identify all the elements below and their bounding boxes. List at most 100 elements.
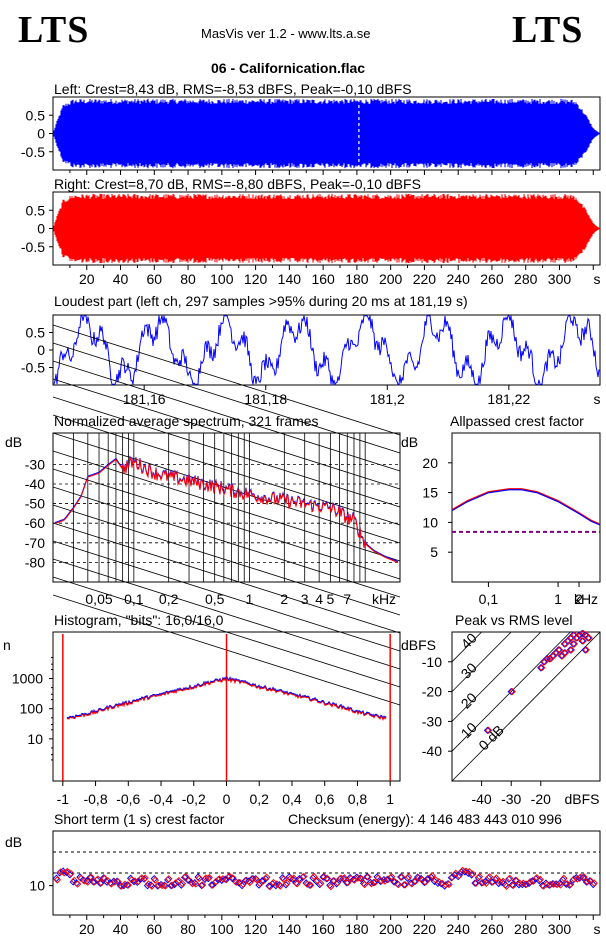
short-term-crest-point-right — [317, 879, 325, 888]
short-term-crest-point-right — [489, 878, 497, 886]
peak-vs-rms-point-right — [567, 646, 576, 654]
crest-factor-ytick-label: 15 — [422, 485, 438, 501]
short-term-crest-point-left — [410, 877, 418, 886]
short-term-crest-point-right — [492, 874, 501, 882]
short-term-crest-point-right — [151, 876, 160, 884]
peak-vs-rms-diagonal — [451, 631, 512, 692]
peak-vs-rms-xunit: dBFS — [564, 791, 599, 807]
short-term-crest-point-right — [350, 876, 359, 884]
peak-vs-rms-ytick-label: -20 — [422, 684, 442, 700]
spectrum-xtick-label: 0,2 — [159, 591, 179, 607]
peak-vs-rms-point-right — [585, 634, 593, 642]
short-term-crest-point-right — [445, 880, 453, 889]
short-term-crest-ylabel: dB — [5, 834, 22, 850]
short-term-crest-point-left — [86, 873, 94, 882]
spectrum-slope-line — [52, 396, 401, 508]
left-waveform-ytick-label: 0.5 — [26, 107, 46, 123]
right-waveform-xtick-label: 260 — [480, 271, 504, 287]
short-term-crest-point-right — [205, 873, 214, 882]
short-term-crest-point-left — [319, 873, 327, 881]
loudest-part-ytick-label: 0.5 — [26, 325, 46, 341]
short-term-crest-point-right — [583, 878, 592, 886]
histogram-ytick-label: 100 — [20, 701, 44, 717]
peak-vs-rms-point-left — [584, 634, 592, 642]
short-term-crest-xtick-label: 220 — [413, 921, 437, 937]
short-term-crest-point-left — [123, 881, 131, 889]
short-term-crest-point-right — [590, 879, 598, 887]
right-waveform-xunit: s — [594, 271, 601, 287]
left-waveform-ytick-label: -0.5 — [21, 144, 45, 160]
peak-vs-rms-xtick-label: -20 — [531, 791, 551, 807]
crest-factor-line-right — [451, 488, 601, 525]
right-waveform-xtick-label: 220 — [413, 271, 437, 287]
short-term-crest-point-left — [511, 876, 520, 885]
short-term-crest-point-left — [322, 874, 331, 883]
histogram-xtick-label: -1 — [57, 791, 70, 807]
right-waveform-xtick-label: 20 — [79, 271, 95, 287]
peak-vs-rms-point-right — [561, 640, 570, 648]
short-term-crest-point-right — [117, 882, 126, 890]
spectrum-ytick-label: -30 — [25, 456, 45, 472]
short-term-crest-point-right — [283, 879, 291, 887]
short-term-crest-xtick-label: 160 — [311, 921, 335, 937]
short-term-crest-xtick-label: 100 — [210, 921, 234, 937]
histogram-xtick-label: -0,6 — [116, 791, 140, 807]
short-term-crest-point-right — [485, 873, 494, 881]
peak-vs-rms-point-left — [483, 726, 492, 735]
short-term-crest-point-right — [475, 872, 484, 881]
short-term-crest-point-left — [400, 881, 408, 889]
short-term-crest-point-right — [506, 874, 514, 883]
short-term-crest-point-right — [279, 875, 288, 883]
short-term-crest-point-right — [364, 873, 372, 881]
spectrum-ytick-label: -40 — [25, 476, 45, 492]
spectrum-slope-line — [52, 558, 401, 670]
spectrum-ytick-label: -60 — [25, 515, 45, 531]
left-waveform-envelope — [53, 98, 600, 169]
short-term-crest-point-right — [87, 873, 95, 881]
short-term-crest-xtick-label: 260 — [480, 921, 504, 937]
app-info: MasVis ver 1.2 - www.lts.a.se — [201, 26, 371, 41]
short-term-crest-point-right — [266, 882, 274, 891]
spectrum-slope-line — [52, 414, 401, 526]
peak-vs-rms-ytick-label: -40 — [422, 743, 442, 759]
short-term-crest-point-right — [165, 875, 173, 883]
short-term-crest-point-right — [53, 876, 62, 884]
short-term-crest-xtick-label: 240 — [447, 921, 471, 937]
right-waveform-xtick-label: 160 — [311, 271, 335, 287]
histogram-xtick-label: 0,8 — [348, 791, 368, 807]
histogram-ylabel: n — [3, 637, 11, 653]
spectrum-slope-line — [52, 342, 401, 454]
left-waveform-title: Left: Crest=8,43 dB, RMS=-8,53 dBFS, Pea… — [54, 81, 412, 97]
spectrum-xtick-label: 5 — [326, 591, 334, 607]
peak-vs-rms-point-left — [540, 658, 548, 666]
short-term-crest-point-right — [263, 873, 271, 881]
short-term-crest-point-right — [472, 879, 480, 887]
right-waveform-ytick-label: 0.5 — [26, 202, 46, 218]
logo-right: LTS — [512, 9, 584, 51]
peak-vs-rms-point-left — [581, 646, 589, 654]
short-term-crest-xtick-label: 180 — [345, 921, 369, 937]
spectrum-slope-line — [52, 522, 401, 634]
short-term-crest-point-right — [337, 874, 345, 882]
short-term-crest-point-left — [586, 877, 594, 885]
short-term-crest-point-right — [580, 873, 588, 881]
peak-vs-rms-point-right — [541, 658, 549, 666]
short-term-crest-point-right — [84, 878, 92, 886]
short-term-crest-point-left — [184, 876, 192, 884]
peak-vs-rms-point-right — [579, 637, 587, 645]
short-term-crest-xtick-label: 140 — [278, 921, 302, 937]
loudest-part-line — [53, 315, 600, 386]
checksum-label: Checksum (energy): 4 146 483 443 010 996 — [288, 811, 562, 827]
left-waveform-ytick-label: 0 — [37, 126, 45, 142]
right-waveform-xtick-label: 100 — [210, 271, 234, 287]
loudest-part-ytick-label: -0.5 — [21, 360, 45, 376]
short-term-crest-xtick-label: 120 — [244, 921, 268, 937]
short-term-crest-point-right — [97, 879, 105, 887]
short-term-crest-point-right — [276, 882, 284, 890]
short-term-crest-point-right — [414, 874, 423, 882]
spectrum-xtick-label: 3 — [301, 591, 309, 607]
peak-vs-rms-diagonal — [451, 631, 482, 663]
short-term-crest-point-right — [259, 877, 268, 885]
short-term-crest-point-right — [195, 874, 203, 883]
histogram-title: Histogram, "bits": 16,0/16,0 — [54, 612, 224, 628]
